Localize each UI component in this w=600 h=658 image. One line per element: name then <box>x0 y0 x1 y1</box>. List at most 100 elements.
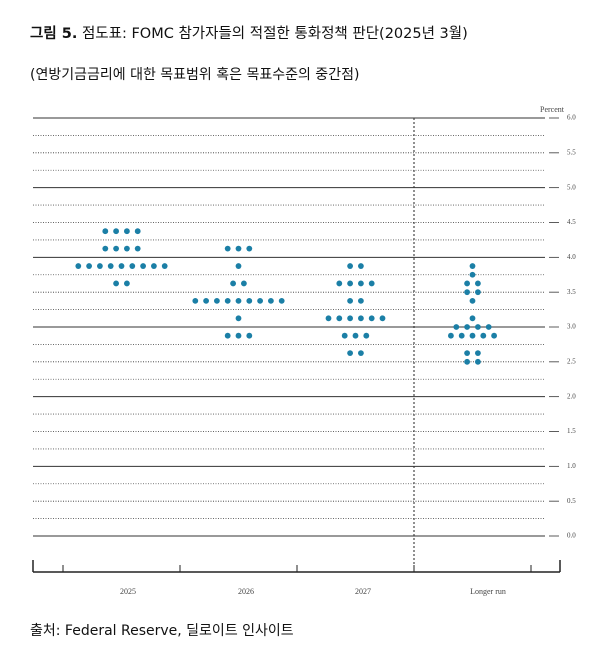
y-tick-label: 1.5 <box>567 427 576 435</box>
dot <box>347 280 353 287</box>
dot <box>475 280 481 287</box>
dot <box>97 263 103 269</box>
dot <box>224 332 231 339</box>
dot <box>140 263 147 269</box>
dot <box>469 297 476 304</box>
y-tick-label: 1.0 <box>567 462 576 470</box>
y-tick-label: 6.0 <box>567 114 576 122</box>
x-tick-label: 2025 <box>120 587 136 596</box>
dot <box>192 297 199 304</box>
dot <box>235 263 242 269</box>
dot <box>336 280 343 287</box>
dot <box>235 332 242 339</box>
dot <box>203 297 210 304</box>
dot <box>235 315 242 322</box>
dot <box>448 332 454 339</box>
dot <box>235 297 242 304</box>
dot <box>113 245 119 252</box>
dot <box>224 245 231 252</box>
dot <box>480 332 487 339</box>
dot <box>464 280 470 287</box>
dot <box>363 332 370 339</box>
dot <box>214 297 220 304</box>
y-tick-label: 3.5 <box>567 288 576 296</box>
dot <box>246 297 253 304</box>
dot <box>469 332 476 339</box>
dot <box>368 280 375 287</box>
title-label: 그림 5. <box>30 26 78 42</box>
dot <box>453 324 460 330</box>
y-tick-label: 2.5 <box>567 357 576 365</box>
dot <box>107 263 114 269</box>
dot <box>458 332 465 339</box>
dot <box>134 245 141 252</box>
y-tick-label: 2.0 <box>567 392 576 400</box>
dot <box>347 297 353 304</box>
y-tick-label: 0.0 <box>567 532 576 540</box>
dot <box>475 324 481 330</box>
x-tick-label: Longer run <box>470 587 506 596</box>
chart: Percent 6.0 5.5 5.0 4.5 4.0 3.5 3.0 2.5 2.0 1.5 1.… <box>32 105 576 596</box>
y-tick-label: 3.0 <box>567 323 576 331</box>
chart-subtitle: (연방기금금리에 대한 목표범위 혹은 목표수준의 중간점) <box>30 67 360 83</box>
y-tick-label: 0.5 <box>567 497 576 505</box>
dot <box>325 315 332 322</box>
dot <box>358 280 364 287</box>
dot <box>358 297 364 304</box>
dot <box>161 263 168 269</box>
dot <box>368 315 375 322</box>
dot <box>475 358 481 365</box>
dot <box>469 271 476 278</box>
dot <box>352 332 359 339</box>
dot <box>475 350 481 357</box>
dot <box>491 332 497 339</box>
dot <box>102 228 109 235</box>
y-tick-label: 4.5 <box>567 218 576 226</box>
dot <box>224 297 231 304</box>
dot <box>75 263 82 269</box>
dot <box>336 315 343 322</box>
dot <box>464 358 470 365</box>
source: 출처: Federal Reserve, 딜로이트 인사이트 <box>30 623 294 639</box>
y-tick-label: 5.0 <box>567 183 576 191</box>
dot <box>347 263 353 269</box>
dot <box>124 245 130 252</box>
dot <box>102 245 109 252</box>
dot <box>469 263 476 269</box>
dot <box>230 280 237 287</box>
dot <box>113 280 119 287</box>
dot <box>469 315 476 322</box>
dot <box>86 263 92 269</box>
chart-title: 그림 5. 점도표: FOMC 참가자들의 적절한 통화정책 판단(2025년 … <box>30 22 468 43</box>
dot <box>129 263 136 269</box>
y-axis-label: Percent <box>540 105 565 114</box>
dot <box>358 350 364 357</box>
title-text: 점도표: FOMC 참가자들의 적절한 통화정책 판단(2025년 3월) <box>81 26 468 42</box>
dot <box>464 350 470 357</box>
dot <box>379 315 386 322</box>
dot <box>341 332 348 339</box>
dot <box>268 297 274 304</box>
dot <box>118 263 125 269</box>
dot <box>278 297 285 304</box>
dot <box>241 280 247 287</box>
y-tick-label: 4.0 <box>567 253 576 261</box>
dot <box>358 263 364 269</box>
x-tick-label: 2027 <box>355 587 371 596</box>
dot <box>151 263 157 269</box>
dot <box>235 245 242 252</box>
dot <box>464 324 470 330</box>
dot <box>246 332 253 339</box>
dot <box>347 315 353 322</box>
dot <box>358 315 364 322</box>
dot <box>257 297 263 304</box>
x-tick-label: 2026 <box>238 587 254 596</box>
dot <box>347 350 353 357</box>
dot <box>113 228 119 235</box>
dot <box>124 228 130 235</box>
dot <box>246 245 253 252</box>
dot <box>134 228 141 235</box>
dot <box>485 324 492 330</box>
dot <box>464 289 470 296</box>
